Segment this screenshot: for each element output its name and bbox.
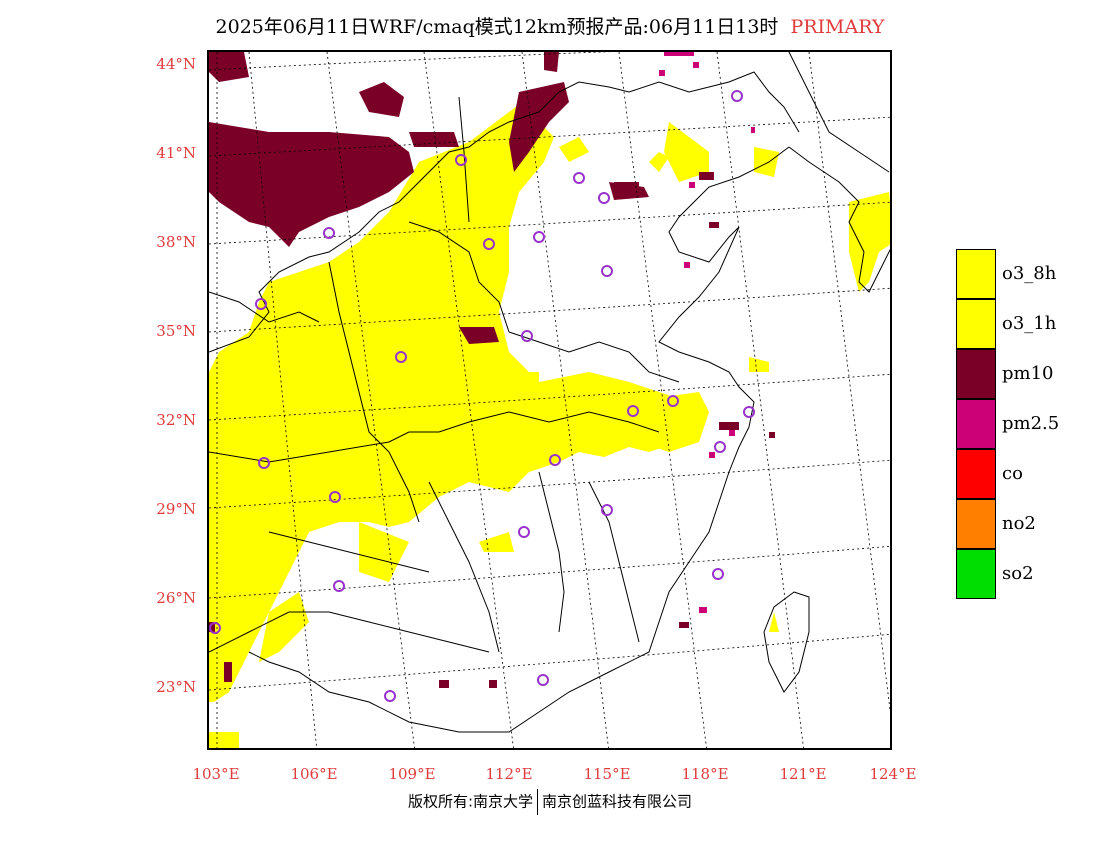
lon-label-121: 121°E xyxy=(779,765,827,783)
legend-swatch xyxy=(956,349,996,399)
lat-label-26: 26°N xyxy=(156,589,196,607)
lon-label-118: 118°E xyxy=(681,765,729,783)
pm10-spots xyxy=(209,172,775,688)
forecast-map[interactable] xyxy=(207,50,892,750)
legend-label: o3_1h xyxy=(1002,313,1057,334)
copyright-separator xyxy=(537,789,539,815)
legend-swatch xyxy=(956,499,996,549)
legend-label: co xyxy=(1002,463,1023,484)
lon-label-106: 106°E xyxy=(290,765,338,783)
lat-label-29: 29°N xyxy=(156,500,196,518)
legend-swatch xyxy=(956,399,996,449)
legend-label: so2 xyxy=(1002,563,1034,584)
legend-swatch xyxy=(956,449,996,499)
copyright-left: 版权所有:南京大学 xyxy=(407,792,534,811)
legend-label: no2 xyxy=(1002,513,1036,534)
primary-tag: PRIMARY xyxy=(790,16,885,38)
lat-label-44: 44°N xyxy=(156,55,196,73)
admin-boundaries xyxy=(209,52,890,733)
legend-swatch xyxy=(956,249,996,299)
legend-label: pm10 xyxy=(1002,363,1054,384)
legend-swatch xyxy=(956,299,996,349)
legend-swatch xyxy=(956,549,996,599)
lon-label-112: 112°E xyxy=(485,765,533,783)
legend-label: o3_8h xyxy=(1002,263,1057,284)
lat-label-41: 41°N xyxy=(156,144,196,162)
pm25-spots xyxy=(659,52,755,613)
map-title: 2025年06月11日WRF/cmaq模式12km预报产品:06月11日13时 P… xyxy=(0,12,1100,39)
map-canvas xyxy=(209,52,890,748)
title-text: 2025年06月11日WRF/cmaq模式12km预报产品:06月11日13时 xyxy=(215,16,779,38)
ozone-region xyxy=(209,97,890,748)
lat-label-32: 32°N xyxy=(156,411,196,429)
copyright-right: 南京创蓝科技有限公司 xyxy=(542,792,693,811)
lat-label-23: 23°N xyxy=(156,678,196,696)
lon-label-124: 124°E xyxy=(869,765,917,783)
legend-label: pm2.5 xyxy=(1002,413,1060,434)
copyright: 版权所有:南京大学 南京创蓝科技有限公司 xyxy=(0,789,1100,815)
lon-label-103: 103°E xyxy=(192,765,240,783)
lat-label-38: 38°N xyxy=(156,233,196,251)
lat-label-35: 35°N xyxy=(156,322,196,340)
graticule xyxy=(209,52,890,748)
station-markers xyxy=(209,90,755,702)
lon-label-115: 115°E xyxy=(583,765,631,783)
lon-label-109: 109°E xyxy=(388,765,436,783)
